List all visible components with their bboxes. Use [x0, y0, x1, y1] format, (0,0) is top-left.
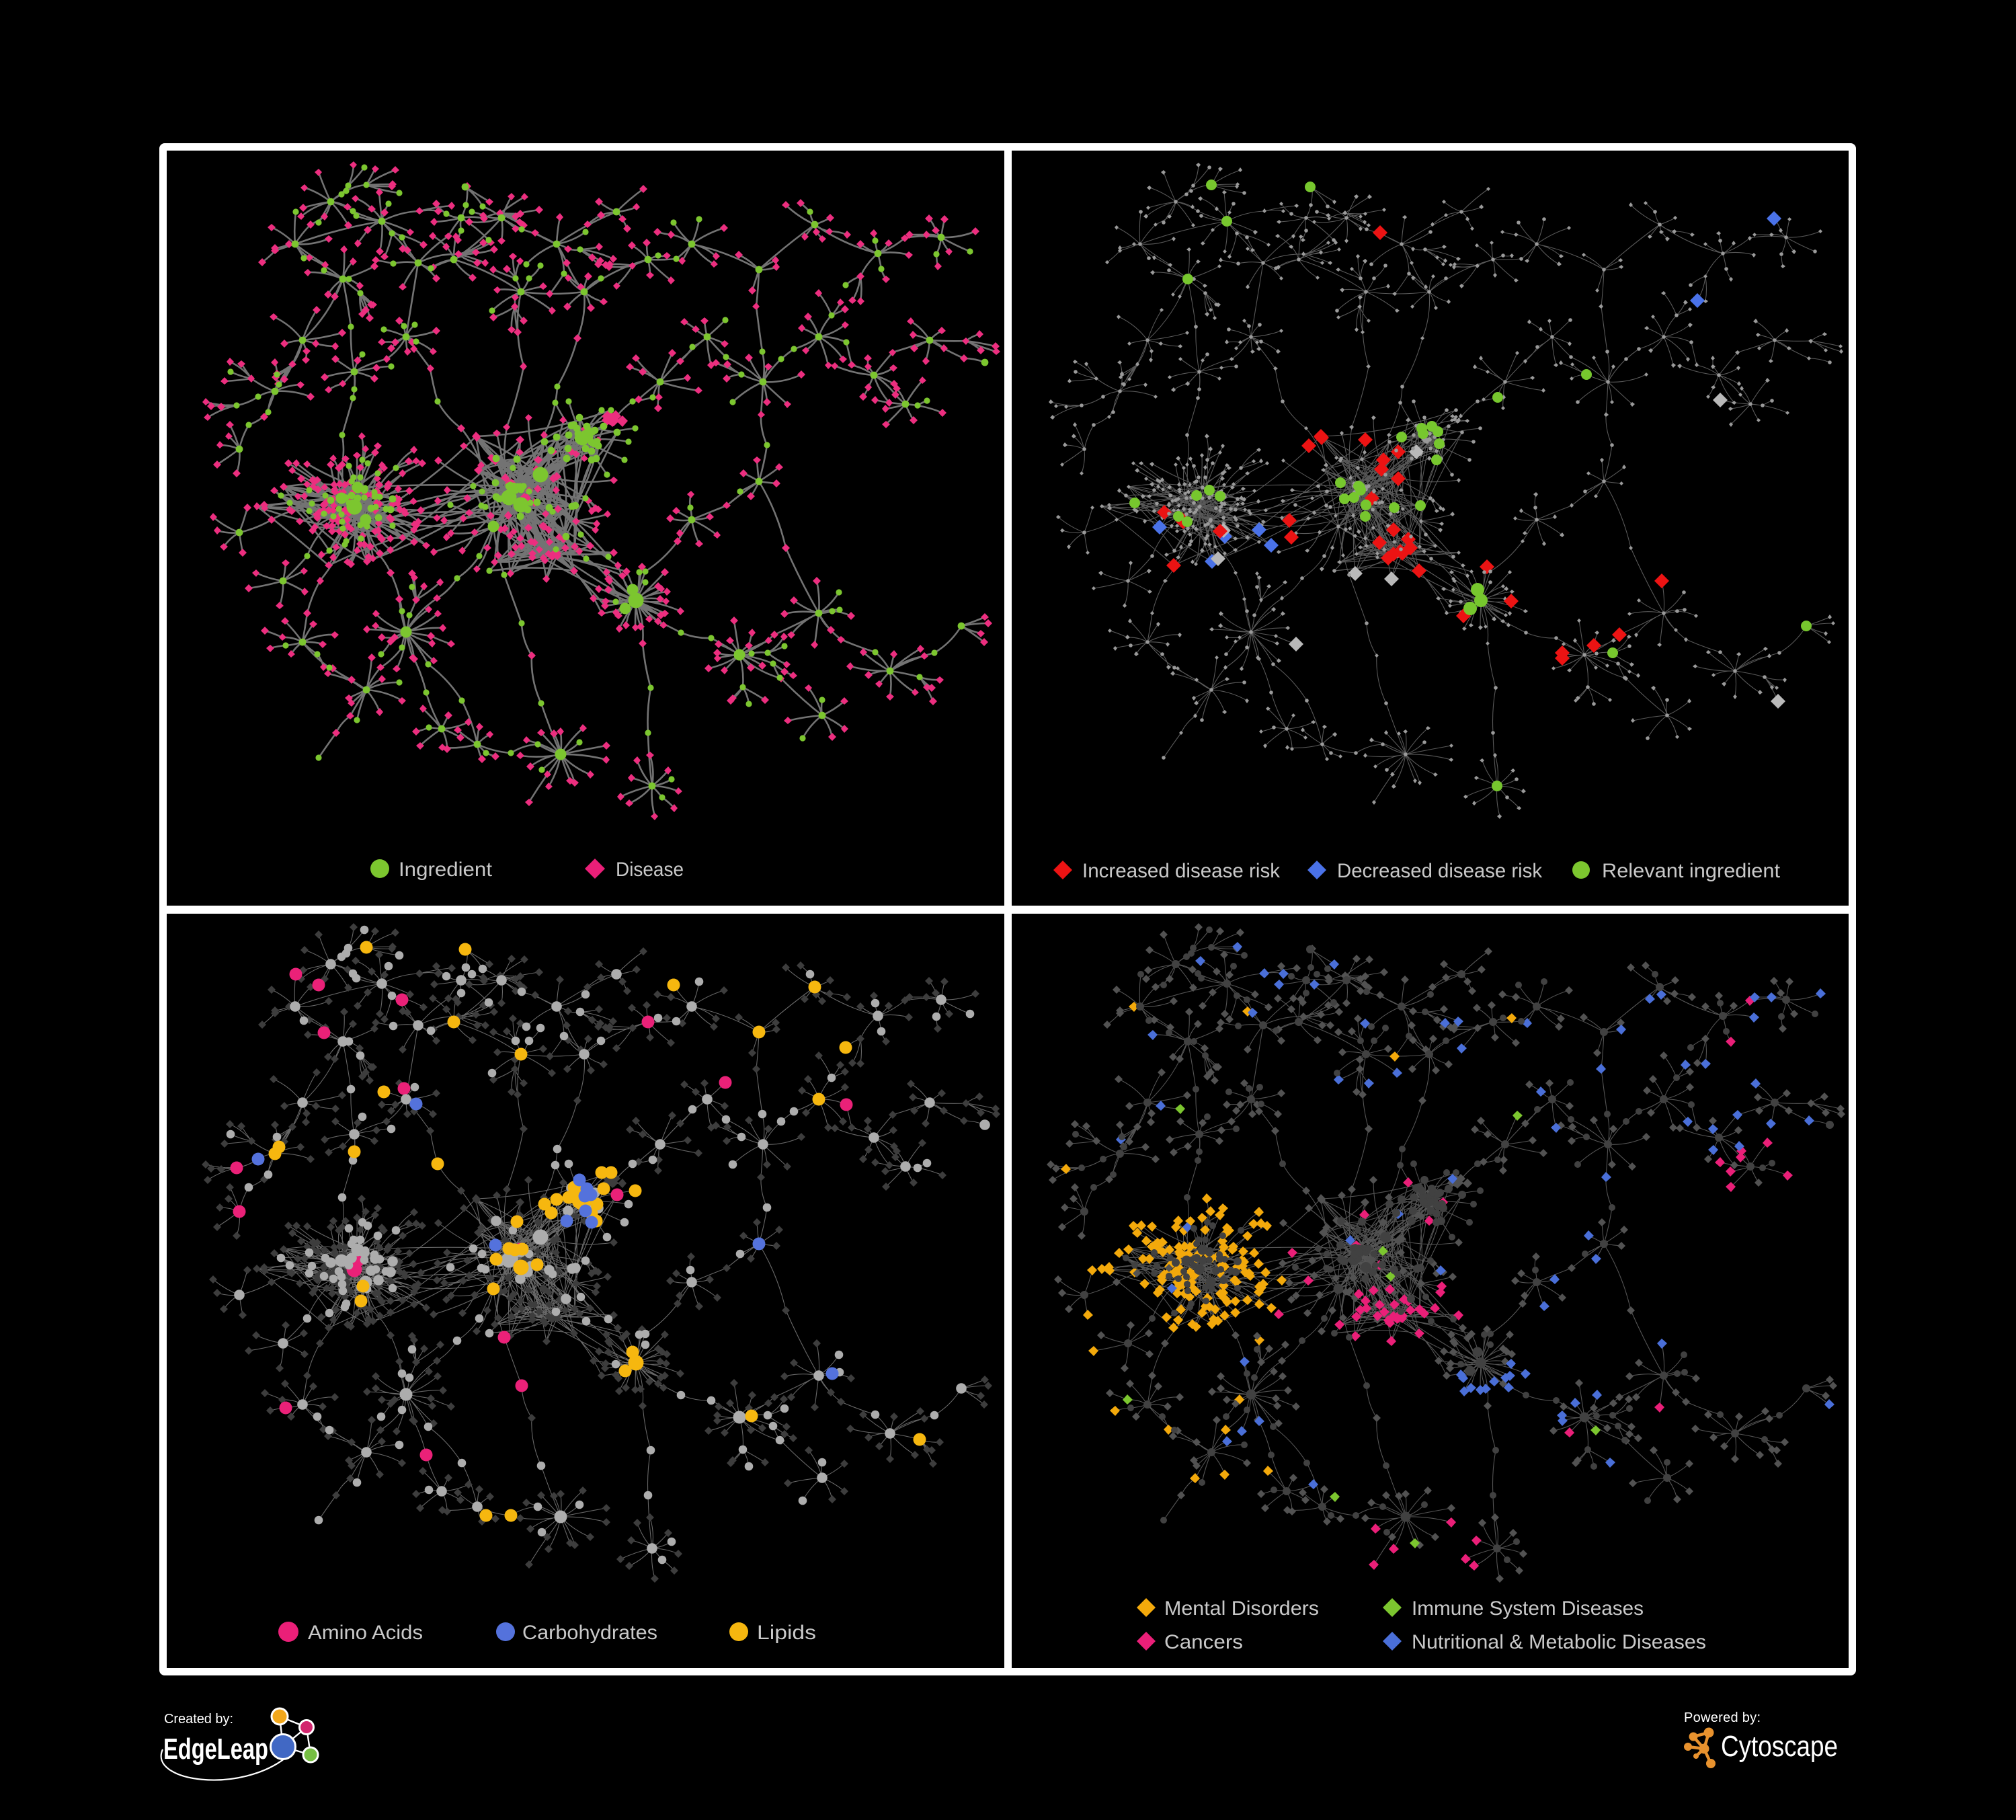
svg-text:Nutritional & Metabolic Diseas: Nutritional & Metabolic Diseases — [1412, 1631, 1706, 1653]
svg-text:Increased disease risk: Increased disease risk — [1082, 860, 1281, 882]
svg-text:Amino Acids: Amino Acids — [308, 1622, 423, 1644]
svg-text:Mental Disorders: Mental Disorders — [1164, 1597, 1319, 1620]
svg-text:Ingredient: Ingredient — [399, 859, 493, 881]
svg-text:Cancers: Cancers — [1164, 1631, 1243, 1653]
svg-text:Decreased disease risk: Decreased disease risk — [1337, 860, 1543, 882]
svg-text:Immune System Diseases: Immune System Diseases — [1412, 1597, 1644, 1620]
svg-text:Carbohydrates: Carbohydrates — [522, 1622, 657, 1644]
svg-text:Lipids: Lipids — [757, 1622, 816, 1644]
svg-text:Disease: Disease — [616, 859, 684, 881]
svg-text:EdgeLeap: EdgeLeap — [163, 1733, 268, 1766]
svg-text:Created by:: Created by: — [164, 1712, 233, 1727]
svg-text:Powered by:: Powered by: — [1684, 1710, 1761, 1725]
svg-text:Cytoscape: Cytoscape — [1721, 1730, 1838, 1763]
svg-text:Relevant ingredient: Relevant ingredient — [1602, 860, 1781, 882]
